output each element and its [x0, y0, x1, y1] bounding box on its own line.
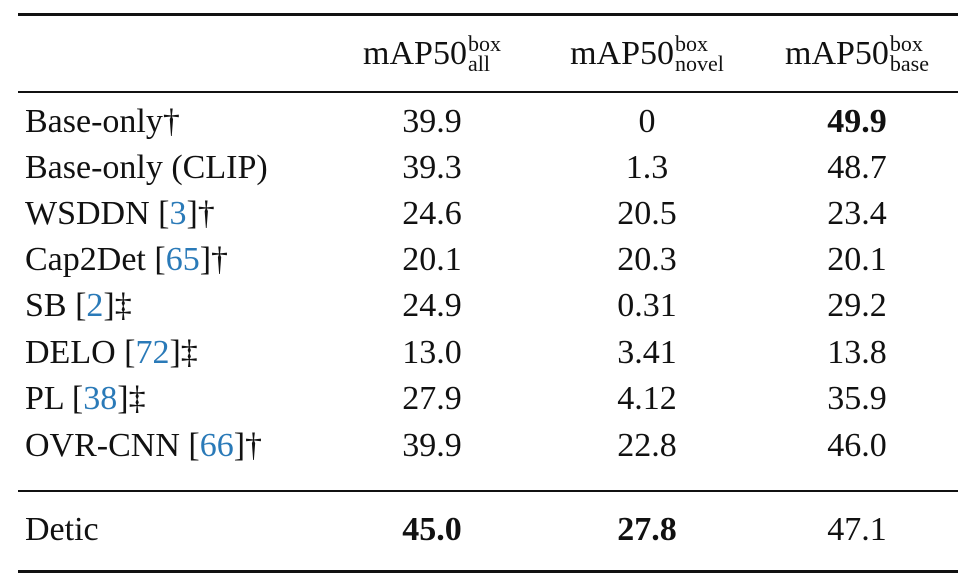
value-cell: 1.3: [625, 149, 669, 186]
value-cell: 46.0: [827, 427, 887, 464]
row-label: Base-only†: [25, 102, 180, 142]
row-label: DELO [72]‡: [25, 333, 198, 373]
label-text: Base-only (CLIP): [25, 149, 268, 186]
label-text: Base-only†: [25, 103, 180, 140]
header-base: mAP50: [570, 35, 675, 72]
row-label: WSDDN [3]†: [25, 194, 215, 234]
label-text: DELO [: [25, 334, 136, 371]
header-rule: [18, 91, 958, 93]
row-label: SB [2]‡: [25, 286, 132, 326]
header-sub: all: [467, 51, 490, 77]
value-cell: 49.9: [827, 103, 887, 140]
value-cell: 24.9: [402, 287, 462, 324]
value-cell: 47.1: [827, 511, 887, 548]
label-suffix: ]†: [199, 241, 229, 278]
value-cell: 27.8: [617, 511, 677, 548]
mid-rule: [18, 490, 958, 492]
label-text: Detic: [25, 511, 99, 548]
value-cell: 24.6: [402, 195, 462, 232]
label-text: PL [: [25, 380, 84, 417]
header-scripts: box novel: [675, 31, 724, 77]
header-sup: box: [675, 31, 709, 57]
value-cell: 20.3: [617, 241, 677, 278]
label-suffix: ]†: [233, 427, 263, 464]
value-cell: 23.4: [827, 195, 887, 232]
value-cell: 4.12: [617, 380, 677, 417]
value-cell: 20.5: [617, 195, 677, 232]
value-cell: 27.9: [402, 380, 462, 417]
bottom-rule: [18, 570, 958, 573]
header-sup: box: [467, 31, 501, 57]
value-cell: 0: [638, 103, 656, 140]
label-text: OVR-CNN [: [25, 427, 200, 464]
citation: 66: [199, 427, 234, 464]
column-header: mAP50 box novel: [570, 31, 724, 77]
value-cell: 29.2: [827, 287, 887, 324]
top-rule: [18, 13, 958, 16]
label-suffix: ]‡: [169, 334, 198, 371]
label-suffix: ]‡: [103, 287, 132, 324]
header-scripts: box all: [467, 31, 501, 77]
value-cell: 20.1: [402, 241, 462, 278]
header-scripts: box base: [889, 31, 930, 77]
value-cell: 48.7: [827, 149, 887, 186]
value-cell: 13.8: [827, 334, 887, 371]
citation: 2: [86, 287, 104, 324]
column-header: mAP50 box all: [363, 31, 501, 77]
label-text: SB [: [25, 287, 87, 324]
label-text: WSDDN [: [25, 195, 170, 232]
row-label: Detic: [25, 510, 99, 550]
label-text: Cap2Det [: [25, 241, 166, 278]
value-cell: 3.41: [617, 334, 677, 371]
column-header: mAP50 box base: [784, 31, 930, 77]
value-cell: 13.0: [402, 334, 462, 371]
citation: 38: [83, 380, 118, 417]
header-base: mAP50: [363, 35, 467, 72]
row-label: OVR-CNN [66]†: [25, 426, 262, 466]
header-base: mAP50: [784, 35, 889, 72]
value-cell: 39.9: [402, 427, 462, 464]
header-sub: novel: [675, 51, 724, 77]
value-cell: 22.8: [617, 427, 677, 464]
label-suffix: ]†: [186, 195, 215, 232]
value-cell: 35.9: [827, 380, 887, 417]
citation: 72: [135, 334, 170, 371]
row-label: Cap2Det [65]†: [25, 240, 228, 280]
header-sup: box: [889, 31, 923, 57]
value-cell: 0.31: [617, 287, 677, 324]
citation: 3: [169, 195, 187, 232]
row-label: Base-only (CLIP): [25, 148, 268, 188]
value-cell: 39.9: [402, 103, 462, 140]
header-sub: base: [889, 51, 930, 77]
value-cell: 45.0: [402, 511, 462, 548]
row-label: PL [38]‡: [25, 379, 146, 419]
value-cell: 39.3: [402, 149, 462, 186]
citation: 65: [165, 241, 200, 278]
value-cell: 20.1: [827, 241, 887, 278]
label-suffix: ]‡: [117, 380, 146, 417]
